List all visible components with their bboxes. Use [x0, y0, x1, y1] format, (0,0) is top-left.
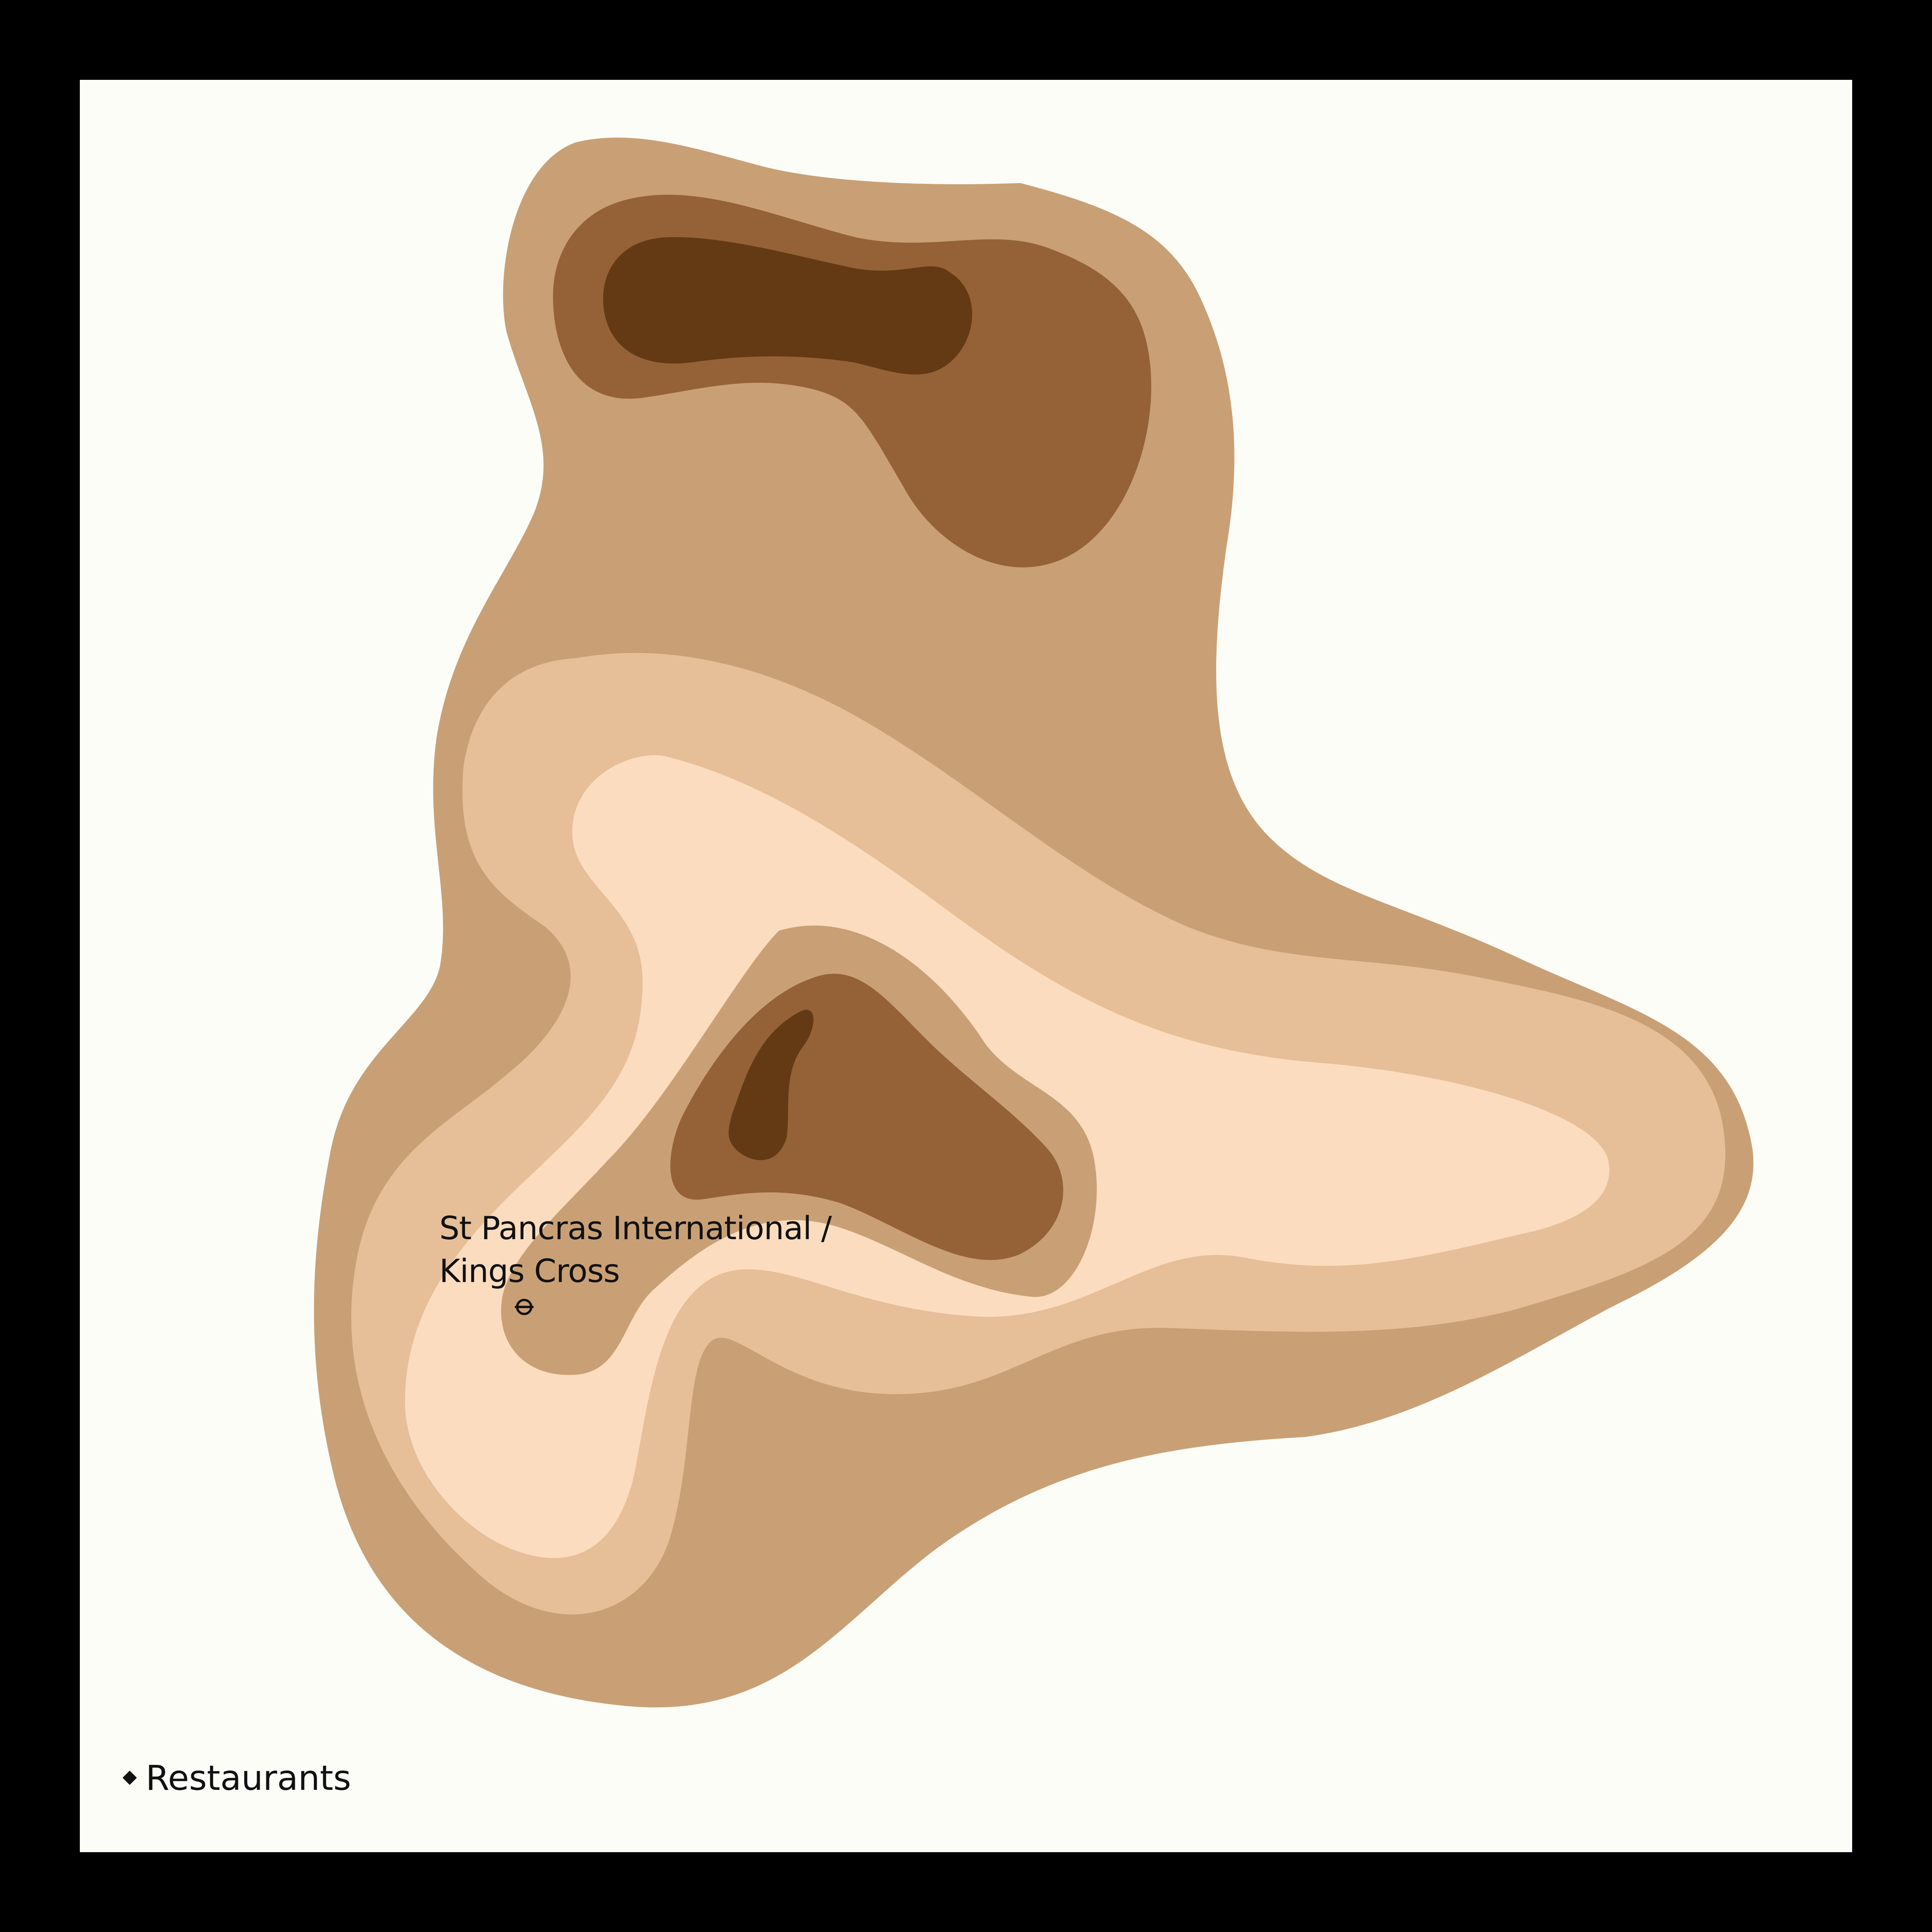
contour-core-central	[729, 1009, 814, 1161]
underground-roundel-icon[interactable]	[514, 1297, 534, 1317]
contour-core-north	[603, 237, 972, 375]
legend-label: Restaurants	[146, 1758, 351, 1798]
map-legend: Restaurants	[122, 1756, 351, 1799]
station-label: St Pancras International / Kings Cross	[439, 1207, 907, 1293]
diamond-icon	[122, 1770, 137, 1785]
station-label-line2: Kings Cross	[439, 1253, 620, 1290]
station-label-line1: St Pancras International /	[439, 1210, 832, 1247]
